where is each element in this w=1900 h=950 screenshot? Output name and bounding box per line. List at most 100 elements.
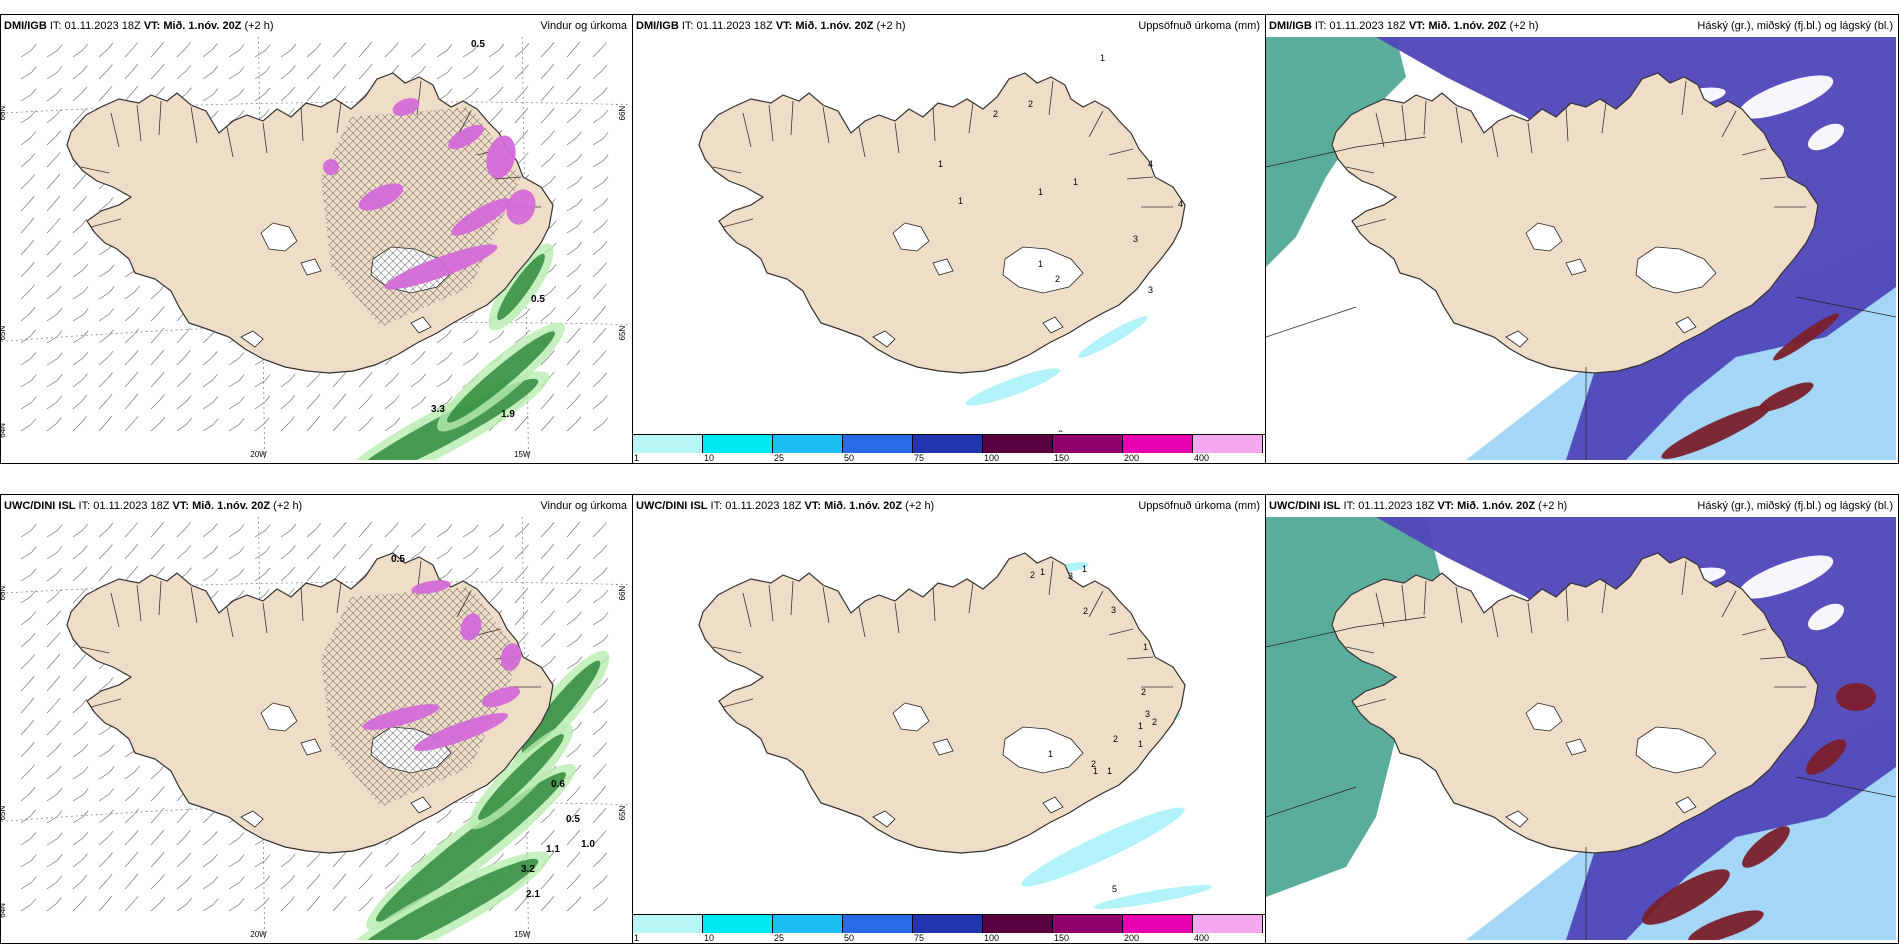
precip-value-label: 0.5 xyxy=(471,39,485,50)
precip-value-label: 1 xyxy=(1038,259,1043,269)
init-time: IT: 01.11.2023 18Z xyxy=(1311,20,1409,32)
precip-value-label: 2 xyxy=(1152,717,1157,727)
colorbar-swatch xyxy=(843,435,913,453)
precip-value-label: 3.3 xyxy=(431,404,445,415)
glacier xyxy=(932,258,954,276)
precip-value-label: 2 xyxy=(993,109,998,119)
lat-label: 66N xyxy=(618,106,627,121)
precip-value-label: 3 xyxy=(1058,429,1063,432)
map-area: 66N 65N 64N 66N 65N 20W 15W 0.5 0.5 1.9 3.3 xyxy=(1,36,632,463)
map-area xyxy=(1266,517,1898,943)
panel-header: UWC/DINI ISL IT: 01.11.2023 18Z VT: Mið.… xyxy=(1266,495,1898,517)
valid-time: Mið. 1.nóv. 20Z xyxy=(792,20,874,32)
precip-value-label: 1 xyxy=(1143,642,1148,652)
colorbar-swatch xyxy=(1053,915,1123,933)
panel-title: Uppsöfnuð úrkoma (mm) xyxy=(1138,500,1260,512)
init-time: IT: 01.11.2023 18Z xyxy=(46,20,144,32)
map-svg xyxy=(1266,37,1897,460)
precip-value-label: 1 xyxy=(1073,177,1078,187)
lead-time: (+2 h) xyxy=(1506,20,1539,32)
colorbar-swatch xyxy=(983,915,1053,933)
map-svg xyxy=(1266,517,1897,943)
map-area: 66N 65N 64N 66N 65N 20W 15W 0.5 0.6 0.5 1.1 1.0 2.1 3… xyxy=(1,516,632,943)
colorbar-swatch xyxy=(1123,915,1193,933)
valid-label: VT: xyxy=(775,20,793,32)
lat-label: 65N xyxy=(1,326,7,341)
precip-type-hatch xyxy=(321,587,521,807)
lon-label: 20W xyxy=(250,450,267,459)
precip-value-label: 1 xyxy=(1138,739,1143,749)
panel-cloud-uwc: UWC/DINI ISL IT: 01.11.2023 18Z VT: Mið.… xyxy=(1265,494,1899,944)
rain-bands xyxy=(332,243,565,463)
iceland-landmass xyxy=(1331,552,1819,854)
glacier xyxy=(410,316,432,334)
glacier xyxy=(872,330,896,348)
colorbar-swatch xyxy=(983,435,1053,453)
colorbar-tick: 25 xyxy=(774,933,785,943)
precip-value-label: 2 xyxy=(1083,606,1088,616)
valid-label: VT: xyxy=(1408,20,1426,32)
colorbar-tick: 100 xyxy=(984,933,1000,943)
precip-value-label: 2 xyxy=(1141,687,1146,697)
snow-precip-areas xyxy=(323,98,536,290)
lon-label: 20W xyxy=(250,930,267,939)
map-svg: 66N 65N 64N 66N 65N 20W 15W 0.5 0.6 0.5 1.1 1.0 2.1 3… xyxy=(1,516,630,943)
map-svg: 66N 65N 64N 66N 65N 20W 15W 0.5 0.5 1.9 3.3 xyxy=(1,36,630,463)
panel-title: Uppsöfnuð úrkoma (mm) xyxy=(1138,20,1260,32)
iceland-landmass xyxy=(698,552,1186,854)
colorbar-swatch xyxy=(1193,435,1263,453)
colorbar-swatch xyxy=(1053,435,1123,453)
glacier xyxy=(300,738,322,756)
precip-value-label: 3 xyxy=(1145,709,1150,719)
precip-value-label: 4 xyxy=(1148,159,1153,169)
lat-label: 66N xyxy=(1,586,7,601)
glacier xyxy=(1505,810,1529,828)
lon-label: 15W xyxy=(514,450,531,459)
glacier xyxy=(1635,726,1717,774)
precip-value-label: 3 xyxy=(1148,285,1153,295)
precip-value-label: 1 xyxy=(1048,749,1053,759)
colorbar-tick: 50 xyxy=(844,933,855,943)
glacier xyxy=(1675,316,1697,334)
map-area xyxy=(1266,37,1898,463)
valid-label: VT: xyxy=(143,20,161,32)
model-name: DMI/IGB xyxy=(1269,20,1312,32)
glacier xyxy=(1525,222,1563,252)
glacier xyxy=(300,258,322,276)
panel-title: Háský (gr.), miðský (fj.bl.) og lágský (… xyxy=(1697,20,1893,32)
model-name: UWC/DINI ISL xyxy=(1269,500,1341,512)
precip-value-label: 3 xyxy=(1133,234,1138,244)
panel-header: UWC/DINI ISL IT: 01.11.2023 18Z VT: Mið.… xyxy=(633,495,1265,517)
precip-value-label: 3 xyxy=(1068,571,1073,581)
colorbar-tick: 10 xyxy=(704,933,715,943)
precip-value-label: 1 xyxy=(958,196,963,206)
glacier xyxy=(240,810,264,828)
precip-value-label: 1.9 xyxy=(501,409,515,420)
colorbar-tick: 25 xyxy=(774,453,785,463)
precip-value-label: 0.5 xyxy=(391,554,405,565)
precip-value-label: 0.6 xyxy=(551,779,565,790)
colorbar-swatch xyxy=(913,435,983,453)
glacier xyxy=(260,222,298,252)
precip-value-label: 1 xyxy=(1100,53,1105,63)
precip-value-label: 1.0 xyxy=(581,839,595,850)
lon-label: 15W xyxy=(514,930,531,939)
colorbar-swatch xyxy=(633,915,703,933)
valid-time: Mið. 1.nóv. 20Z xyxy=(1425,20,1507,32)
colorbar-tick: 100 xyxy=(984,453,1000,463)
precip-value-label: 2 xyxy=(1055,274,1060,284)
lat-label: 64N xyxy=(1,423,7,438)
glacier xyxy=(1505,330,1529,348)
colorbar-tick: 75 xyxy=(914,453,925,463)
colorbar-tick: 75 xyxy=(914,933,925,943)
lat-label: 65N xyxy=(618,806,627,821)
valid-label: VT: xyxy=(172,500,190,512)
colorbar-tick: 150 xyxy=(1054,453,1070,463)
colorbar-swatch xyxy=(703,915,773,933)
precip-value-label: 1 xyxy=(938,159,943,169)
model-name: DMI/IGB xyxy=(636,20,679,32)
precip-type-hatch xyxy=(321,107,521,327)
precip-value-label: 0.5 xyxy=(566,814,580,825)
colorbar-swatch xyxy=(913,915,983,933)
